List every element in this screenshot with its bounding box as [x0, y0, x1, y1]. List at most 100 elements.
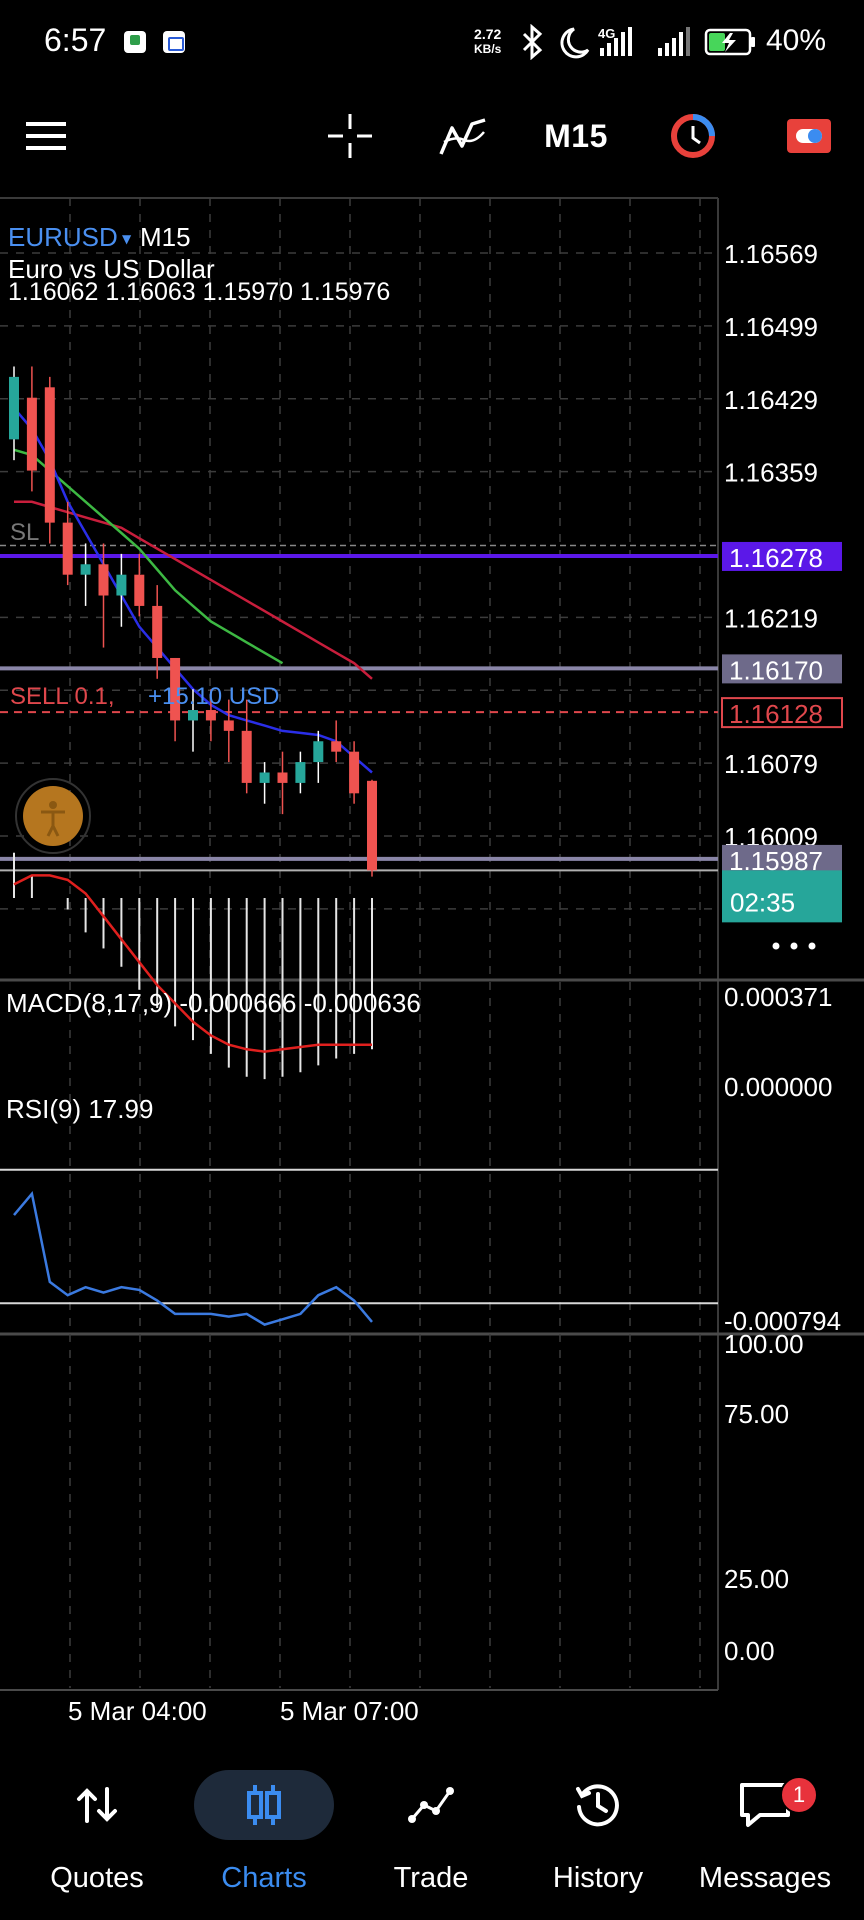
nav-history[interactable]: History: [515, 1752, 681, 1894]
indicators-icon: [439, 118, 486, 155]
symbol-label: EURUSD: [8, 222, 118, 252]
sl-label: SL: [10, 519, 39, 546]
dot: [772, 942, 780, 950]
clock-icon: [671, 114, 715, 158]
price-scale: 1.16569 1.16499 1.16429 1.16359 1.16219 1.160…: [721, 239, 843, 950]
candle: [259, 762, 270, 804]
signal-icon: [658, 27, 690, 56]
candle: [295, 751, 306, 794]
trade-icon: [361, 1770, 501, 1840]
candle-body: [205, 710, 216, 721]
candle-body: [80, 564, 91, 575]
candle-body: [116, 574, 127, 596]
history-clock-button[interactable]: [660, 86, 726, 186]
battery-charging-icon: [704, 28, 755, 56]
position-profit: +15.10 USD: [148, 683, 279, 710]
crosshair-icon: [328, 114, 372, 158]
candle: [98, 543, 109, 648]
nav-trade[interactable]: Trade: [348, 1752, 514, 1894]
nav-quotes[interactable]: Quotes: [14, 1752, 180, 1894]
candle: [44, 376, 55, 544]
hamburger-icon: [26, 122, 66, 150]
dot: [808, 942, 816, 950]
candle-body: [349, 751, 360, 794]
candle-body: [26, 397, 37, 471]
entry-price-tag-text: 1.16128: [729, 699, 823, 729]
chart-area[interactable]: MACD(8,17,9) -0.000666 -0.000636 0.000371…: [0, 196, 864, 1726]
app-notification-icon: [163, 31, 185, 53]
macd-panel: MACD(8,17,9) -0.000666 -0.000636 0.000371…: [6, 852, 841, 1336]
candle: [170, 657, 181, 742]
candle: [134, 553, 145, 617]
bluetooth-icon: [522, 24, 543, 60]
candle: [277, 751, 288, 815]
nav-history-label: History: [552, 1862, 644, 1894]
symbol-description: Euro vs US Dollar: [8, 254, 215, 284]
rsi-scale-label: 0.00: [724, 1636, 775, 1666]
timeframe-label: M15: [544, 117, 608, 154]
rsi-panel: RSI(9) 17.99 100.00 75.00 25.00 0.00: [0, 1094, 804, 1666]
nav-charts[interactable]: Charts: [181, 1752, 347, 1894]
candle-body: [9, 376, 19, 440]
rsi-line: [13, 1191, 373, 1326]
candle-body: [331, 741, 342, 752]
more-dots-icon: [772, 942, 816, 950]
app-notification-icon: [124, 31, 146, 53]
candle-body: [134, 574, 145, 606]
accessibility-figure: [41, 810, 65, 837]
chart-frame: [0, 197, 864, 1691]
nav-messages[interactable]: 1 Messages: [682, 1752, 848, 1894]
accessibility-button[interactable]: [15, 778, 91, 854]
network-speed-value: 2.72: [474, 26, 502, 42]
dot: [790, 942, 798, 950]
macd-scale-label: -0.000794: [724, 1306, 841, 1336]
chart-toolbar: M15: [0, 86, 864, 186]
timeframe-button[interactable]: M15: [536, 86, 616, 186]
macd-scale-label: 0.000371: [724, 982, 832, 1012]
moon-icon: [560, 27, 590, 59]
candle: [80, 543, 91, 606]
accessibility-head: [49, 801, 57, 809]
nav-trade-label: Trade: [393, 1862, 469, 1894]
status-bar: 6:57 2.72 KB/s 4G 40%: [0, 0, 864, 86]
indicators-button[interactable]: [428, 86, 498, 186]
rsi-label: RSI(9) 17.99: [6, 1094, 153, 1124]
candle-body: [170, 657, 181, 721]
price-scale-label: 1.16079: [724, 749, 818, 779]
nav-charts-label: Charts: [221, 1862, 307, 1894]
menu-button[interactable]: [14, 86, 78, 186]
candle: [241, 699, 252, 794]
candle-body: [223, 720, 234, 731]
status-time: 6:57: [44, 22, 107, 58]
entry-price-tag: 1.16128: [721, 697, 843, 729]
hline-blue-price-text: 1.16278: [729, 543, 823, 573]
messages-badge: 1: [780, 1776, 818, 1814]
candle: [116, 553, 127, 627]
moving-averages: [13, 407, 373, 774]
chart-canvas[interactable]: MACD(8,17,9) -0.000666 -0.000636 0.000371…: [0, 196, 864, 1726]
crosshair-button[interactable]: [318, 86, 382, 186]
candle: [62, 501, 73, 586]
rsi-scale-label: 75.00: [724, 1399, 789, 1429]
bottom-navigation: Quotes Charts Trade History 1 Messages: [0, 1752, 864, 1920]
candle: [349, 741, 360, 804]
candle: [26, 366, 37, 492]
nav-messages-label: Messages: [698, 1862, 832, 1894]
ohlc-values: 1.16062 1.16063 1.15970 1.15976: [8, 278, 390, 306]
one-click-trade-button[interactable]: [776, 86, 842, 186]
candle: [313, 730, 324, 783]
position-label: SELL 0.1,: [10, 683, 115, 710]
status-icons: 4G: [522, 24, 755, 60]
price-scale-label: 1.16219: [724, 603, 818, 633]
hline-blue-price: 1.16278: [722, 541, 842, 573]
candle: [152, 585, 163, 679]
candle: [223, 699, 234, 763]
macd-scale-label: 0.000000: [724, 1072, 832, 1102]
price-scale-label: 1.16499: [724, 312, 818, 342]
macd-label: MACD(8,17,9) -0.000666 -0.000636: [6, 988, 421, 1018]
network-type: 4G: [598, 26, 615, 41]
history-icon: [528, 1770, 668, 1840]
candle-body: [295, 762, 306, 783]
timeframe-overlay: M15: [140, 222, 191, 252]
